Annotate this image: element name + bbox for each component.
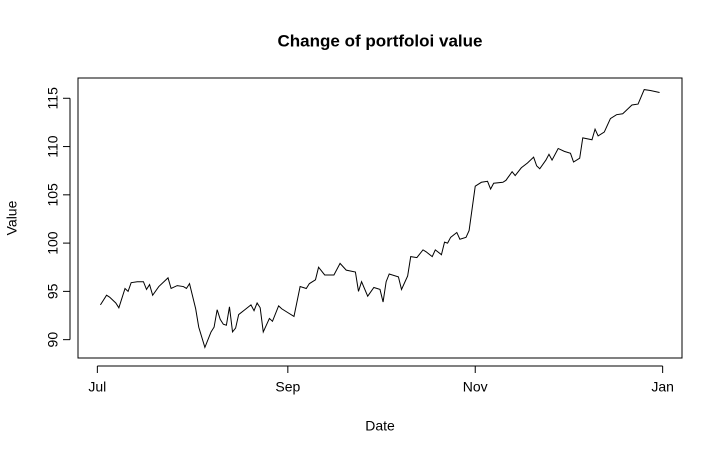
x-axis-label: Date [365, 418, 395, 434]
y-tick-label: 115 [45, 87, 61, 110]
plot-frame [77, 77, 683, 359]
x-tick-label: Nov [463, 379, 488, 395]
x-tick-label: Sep [275, 379, 300, 395]
y-tick-label: 100 [45, 231, 61, 255]
y-axis-label: Value [4, 200, 20, 235]
data-line [100, 89, 660, 349]
x-tick-label: Jan [651, 379, 674, 395]
x-tick-label: Jul [88, 379, 106, 395]
y-tick-label: 105 [45, 183, 61, 207]
y-tick-label: 95 [45, 283, 61, 299]
y-tick-label: 110 [45, 135, 61, 158]
y-tick-label: 90 [45, 332, 61, 348]
chart-title: Change of portfoloi value [278, 31, 483, 50]
